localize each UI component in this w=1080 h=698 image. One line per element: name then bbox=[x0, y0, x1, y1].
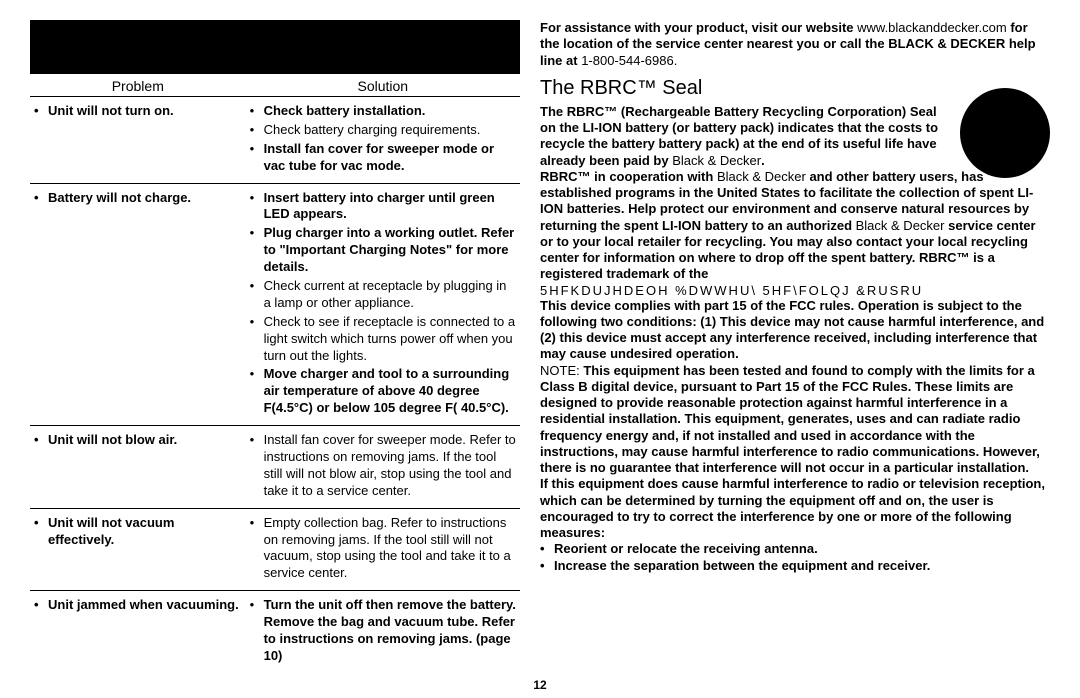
solution-cell: •Check battery installation.•Check batte… bbox=[246, 97, 520, 184]
fcc-paragraph-3: If this equipment does cause harmful int… bbox=[540, 476, 1050, 541]
solution-cell: •Install fan cover for sweeper mode. Ref… bbox=[246, 426, 520, 509]
table-row: •Unit jammed when vacuuming.•Turn the un… bbox=[30, 591, 520, 673]
table-row: •Unit will not turn on.•Check battery in… bbox=[30, 97, 520, 184]
solution-cell: •Turn the unit off then remove the batte… bbox=[246, 591, 520, 673]
table-row: •Battery will not charge.•Insert battery… bbox=[30, 183, 520, 426]
col-head-solution: Solution bbox=[246, 74, 520, 97]
problem-cell: •Unit will not blow air. bbox=[30, 426, 246, 509]
table-row: •Unit will not blow air.•Install fan cov… bbox=[30, 426, 520, 509]
fcc-bullet-1: •Reorient or relocate the receiving ante… bbox=[540, 541, 1050, 557]
problem-cell: •Unit jammed when vacuuming. bbox=[30, 591, 246, 673]
col-head-problem: Problem bbox=[30, 74, 246, 97]
table-row: •Unit will not vacuum effectively.•Empty… bbox=[30, 508, 520, 591]
problem-cell: •Battery will not charge. bbox=[30, 183, 246, 426]
garbled-text: 5HFKDUJHDEOH %DWWHU\ 5HF\FOLQJ &RUSRU bbox=[540, 283, 1050, 298]
rbrc-paragraph-2: RBRC™ in cooperation with Black & Decker… bbox=[540, 169, 1050, 283]
right-column: For assistance with your product, visit … bbox=[540, 20, 1050, 673]
left-column: Problem Solution •Unit will not turn on.… bbox=[30, 20, 520, 673]
solution-cell: •Empty collection bag. Refer to instruct… bbox=[246, 508, 520, 591]
fcc-paragraph-1: This device complies with part 15 of the… bbox=[540, 298, 1050, 363]
fcc-note: NOTE: This equipment has been tested and… bbox=[540, 363, 1050, 477]
rbrc-heading: The RBRC™ Seal bbox=[540, 77, 1050, 100]
fcc-bullet-2: •Increase the separation between the equ… bbox=[540, 558, 1050, 574]
problem-cell: •Unit will not vacuum effectively. bbox=[30, 508, 246, 591]
assistance-text: For assistance with your product, visit … bbox=[540, 20, 1050, 69]
solution-cell: •Insert battery into charger until green… bbox=[246, 183, 520, 426]
page-number: 12 bbox=[533, 678, 546, 692]
troubleshooting-header-bar bbox=[30, 20, 520, 74]
rbrc-seal-icon bbox=[960, 88, 1050, 178]
problem-cell: •Unit will not turn on. bbox=[30, 97, 246, 184]
troubleshooting-table: Problem Solution •Unit will not turn on.… bbox=[30, 74, 520, 673]
